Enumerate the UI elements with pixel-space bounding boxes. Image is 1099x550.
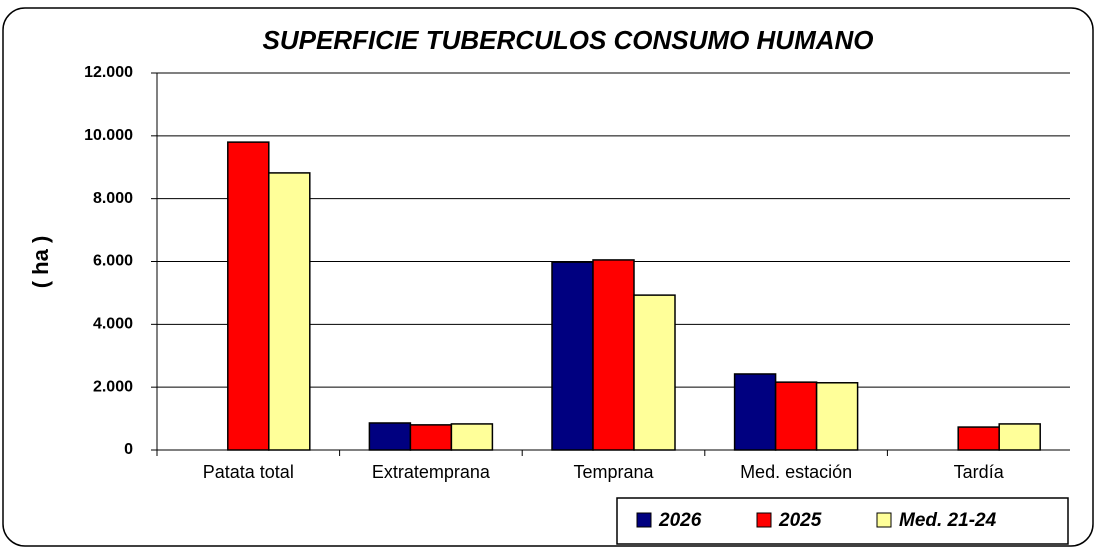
- bar: [592, 259, 635, 451]
- legend-box: [616, 497, 1069, 545]
- y-tick-label: 12.000: [84, 64, 133, 81]
- legend-swatch: [876, 512, 892, 528]
- bar: [409, 424, 453, 451]
- y-tick-label: 10.000: [84, 127, 133, 144]
- bar: [368, 422, 412, 451]
- y-tick-label: 4.000: [93, 316, 133, 333]
- bar: [227, 141, 270, 451]
- y-axis-label: ( ha ): [28, 236, 53, 289]
- x-tick-label: Extratemprana: [372, 462, 491, 482]
- x-tick-label: Tardía: [954, 462, 1005, 482]
- bar: [957, 426, 1000, 451]
- chart-title: SUPERFICIE TUBERCULOS CONSUMO HUMANO: [262, 25, 873, 55]
- bar: [733, 373, 777, 451]
- bar: [774, 381, 818, 451]
- y-tick-label: 6.000: [93, 253, 133, 270]
- legend-swatch: [756, 512, 772, 528]
- bar: [450, 423, 494, 451]
- bar: [998, 423, 1041, 451]
- x-tick-label: Med. estación: [740, 462, 852, 482]
- legend-swatch: [636, 512, 652, 528]
- bar: [268, 172, 311, 451]
- bar: [551, 261, 594, 451]
- y-tick-label: 2.000: [93, 378, 133, 395]
- y-tick-label: 8.000: [93, 190, 133, 207]
- x-tick-label: Patata total: [203, 462, 294, 482]
- x-tick-label: Temprana: [573, 462, 654, 482]
- chart-border: [2, 7, 1094, 547]
- legend-label: 2025: [778, 510, 822, 531]
- legend-label: Med. 21-24: [899, 510, 997, 531]
- y-tick-label: 0: [124, 441, 133, 458]
- legend-label: 2026: [658, 510, 702, 531]
- bar: [633, 294, 676, 451]
- bar: [815, 382, 859, 451]
